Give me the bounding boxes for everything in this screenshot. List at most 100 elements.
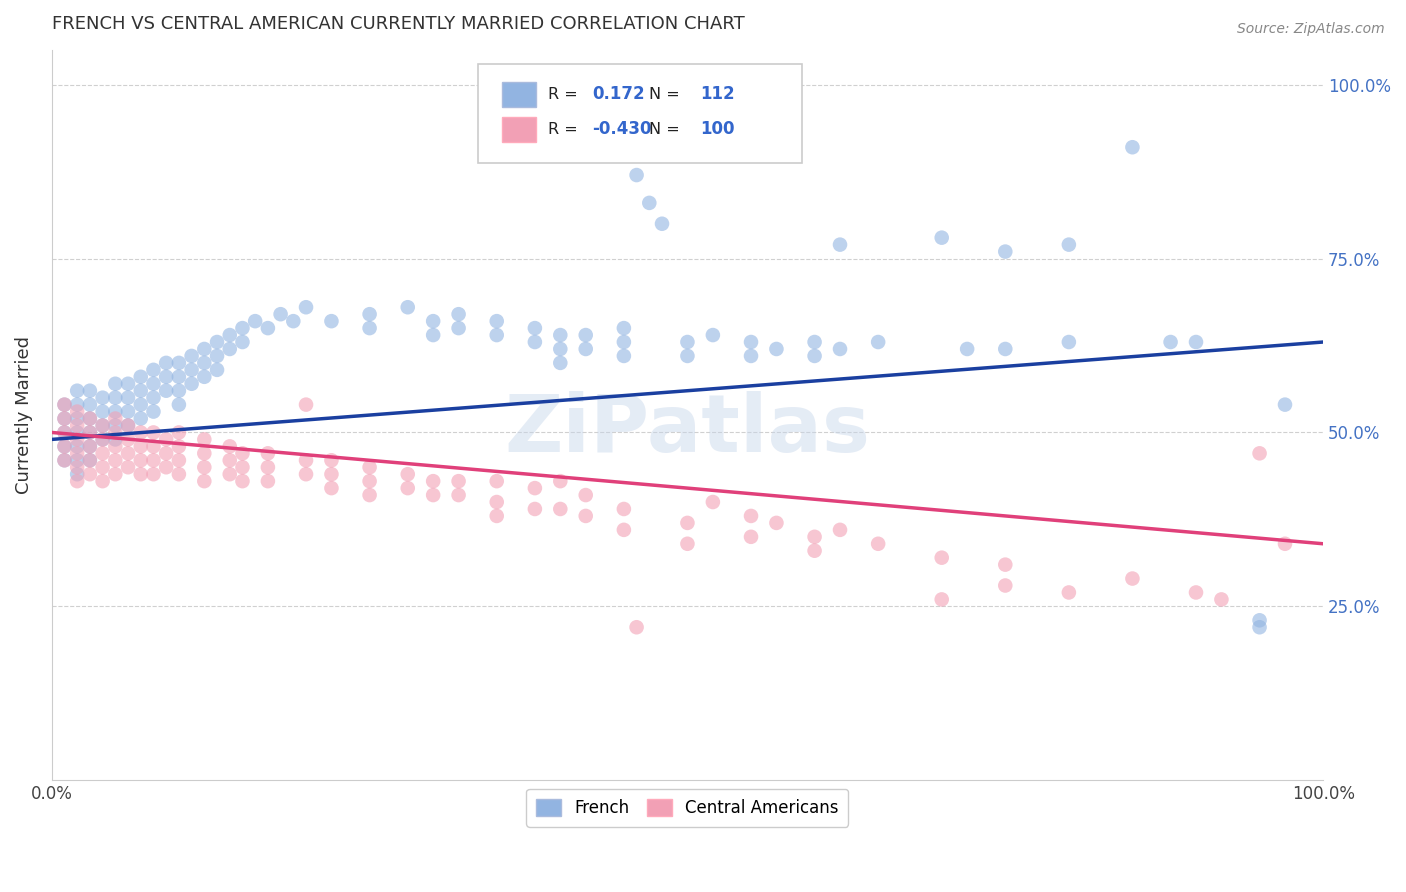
Point bbox=[129, 425, 152, 440]
Text: 112: 112 bbox=[700, 86, 735, 103]
Point bbox=[447, 488, 470, 502]
Point bbox=[994, 578, 1017, 592]
Point bbox=[359, 460, 381, 475]
Point bbox=[485, 495, 508, 509]
Point bbox=[193, 342, 215, 356]
Point bbox=[167, 369, 190, 384]
Point bbox=[523, 502, 546, 516]
Point bbox=[167, 439, 190, 453]
Point bbox=[638, 195, 661, 210]
Point bbox=[218, 453, 240, 467]
Point bbox=[53, 425, 76, 440]
Point bbox=[104, 453, 127, 467]
Point bbox=[66, 453, 89, 467]
Point bbox=[231, 446, 253, 460]
Point bbox=[613, 321, 636, 335]
Point bbox=[1185, 585, 1208, 599]
Point bbox=[295, 398, 318, 412]
Point bbox=[257, 321, 280, 335]
Point bbox=[1185, 334, 1208, 349]
Point bbox=[66, 418, 89, 433]
Point bbox=[79, 411, 101, 425]
FancyBboxPatch shape bbox=[478, 64, 801, 163]
Point bbox=[104, 376, 127, 391]
Point bbox=[205, 334, 228, 349]
Text: R =: R = bbox=[547, 122, 578, 137]
Point bbox=[104, 467, 127, 482]
Point bbox=[931, 230, 953, 244]
Point bbox=[231, 334, 253, 349]
Point bbox=[931, 592, 953, 607]
Point bbox=[765, 516, 787, 530]
Point bbox=[422, 474, 444, 488]
Point bbox=[79, 425, 101, 440]
Point bbox=[104, 425, 127, 440]
Point bbox=[575, 328, 598, 343]
Point bbox=[117, 460, 139, 475]
Point bbox=[270, 307, 292, 321]
Point bbox=[142, 467, 165, 482]
Point bbox=[104, 404, 127, 418]
Point bbox=[129, 369, 152, 384]
Point bbox=[283, 314, 305, 328]
Point bbox=[1057, 334, 1080, 349]
Point bbox=[167, 398, 190, 412]
Point bbox=[104, 433, 127, 447]
Point bbox=[447, 321, 470, 335]
Point bbox=[1057, 237, 1080, 252]
Point bbox=[485, 328, 508, 343]
Point bbox=[117, 418, 139, 433]
Point bbox=[167, 453, 190, 467]
Point bbox=[396, 467, 419, 482]
Point bbox=[523, 334, 546, 349]
Point bbox=[155, 356, 177, 370]
Point bbox=[550, 502, 572, 516]
Point bbox=[91, 418, 114, 433]
Point bbox=[1274, 537, 1296, 551]
Point bbox=[167, 356, 190, 370]
Point bbox=[193, 460, 215, 475]
Point bbox=[740, 530, 762, 544]
Point bbox=[422, 314, 444, 328]
Point bbox=[321, 467, 343, 482]
Point bbox=[104, 411, 127, 425]
Point bbox=[167, 425, 190, 440]
Point bbox=[295, 453, 318, 467]
Point bbox=[626, 168, 648, 182]
Point bbox=[447, 307, 470, 321]
Point bbox=[550, 474, 572, 488]
Point bbox=[575, 342, 598, 356]
Point bbox=[956, 342, 979, 356]
Point bbox=[828, 342, 851, 356]
Point bbox=[53, 439, 76, 453]
Point bbox=[155, 433, 177, 447]
Point bbox=[142, 439, 165, 453]
Point bbox=[575, 508, 598, 523]
Point bbox=[359, 474, 381, 488]
Point bbox=[257, 474, 280, 488]
Text: Source: ZipAtlas.com: Source: ZipAtlas.com bbox=[1237, 22, 1385, 37]
Text: 0.172: 0.172 bbox=[592, 86, 645, 103]
Point bbox=[91, 433, 114, 447]
Point bbox=[1249, 620, 1271, 634]
Point bbox=[142, 363, 165, 377]
Point bbox=[485, 474, 508, 488]
Point bbox=[129, 439, 152, 453]
Point bbox=[803, 543, 825, 558]
Text: N =: N = bbox=[650, 122, 681, 137]
Point bbox=[1249, 446, 1271, 460]
Point bbox=[155, 460, 177, 475]
Point bbox=[66, 446, 89, 460]
Point bbox=[129, 384, 152, 398]
Point bbox=[91, 460, 114, 475]
Point bbox=[180, 349, 202, 363]
Point bbox=[79, 453, 101, 467]
Point bbox=[193, 369, 215, 384]
Point bbox=[702, 495, 724, 509]
Point bbox=[91, 418, 114, 433]
Point bbox=[1160, 334, 1182, 349]
Point bbox=[91, 474, 114, 488]
Point bbox=[142, 404, 165, 418]
Point bbox=[218, 439, 240, 453]
Point bbox=[117, 446, 139, 460]
